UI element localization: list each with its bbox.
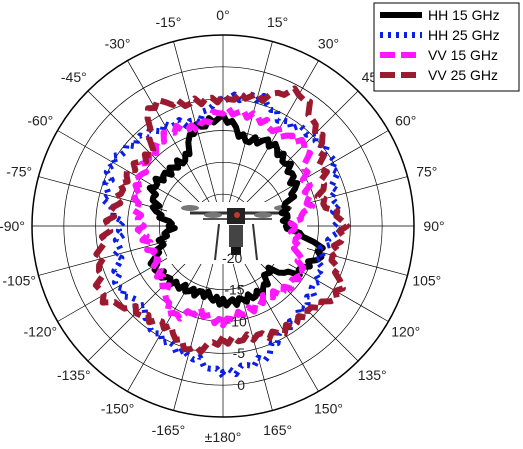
angle-tick-label: 75° <box>416 163 437 179</box>
angle-tick-label: -60° <box>27 113 53 129</box>
series-line-vv-25-ghz <box>92 85 351 355</box>
radial-tick-label: -10 <box>227 313 247 329</box>
angle-tick-label: -45° <box>61 69 87 85</box>
grid-spoke <box>173 41 224 227</box>
grid-spoke <box>222 41 273 227</box>
radial-tick-label: 0 <box>237 377 245 393</box>
angle-tick-label: 90° <box>423 218 444 234</box>
drone-gimbal <box>229 225 243 247</box>
angle-tick-label: -15° <box>155 14 181 30</box>
radial-tick-label: -15 <box>224 282 244 298</box>
angle-tick-label: -120° <box>23 324 57 340</box>
angle-tick-label: 0° <box>216 7 229 23</box>
angle-tick-label: ±180° <box>205 429 242 445</box>
angle-tick-label: -30° <box>105 35 131 51</box>
drone-leg <box>214 223 220 261</box>
drone-rotor <box>254 212 272 218</box>
angle-tick-label: -165° <box>152 422 186 438</box>
angle-tick-label: -150° <box>101 401 135 417</box>
drone-rotor <box>181 205 199 211</box>
legend: HH 15 GHz HH 25 GHz VV 15 GHz VV 25 GHz <box>373 2 520 92</box>
radial-tick-label: -20 <box>222 250 242 266</box>
drone-light <box>234 212 240 218</box>
angle-tick-label: 135° <box>358 367 387 383</box>
series-line-vv-15-ghz <box>130 104 316 329</box>
legend-label: VV 25 GHz <box>428 67 498 83</box>
drone-leg <box>252 223 258 261</box>
angle-tick-label: -135° <box>57 367 91 383</box>
angle-tick-label: 105° <box>412 273 441 289</box>
angle-tick-label: -105° <box>2 273 36 289</box>
legend-label: VV 15 GHz <box>428 47 498 63</box>
angle-tick-label: -90° <box>0 218 25 234</box>
legend-label: HH 25 GHz <box>428 27 500 43</box>
angle-tick-label: 150° <box>314 401 343 417</box>
drone-rotor <box>204 212 222 218</box>
legend-label: HH 15 GHz <box>428 7 500 23</box>
series-layer <box>92 85 351 380</box>
angle-tick-label: 165° <box>263 422 292 438</box>
radial-tick-label: -5 <box>233 345 246 361</box>
angle-tick-label: 60° <box>395 113 416 129</box>
angle-tick-label: -75° <box>6 163 32 179</box>
angle-tick-label: 30° <box>318 35 339 51</box>
angle-tick-label: 15° <box>267 14 288 30</box>
angle-tick-label: 120° <box>391 324 420 340</box>
drone-camera <box>231 247 241 255</box>
grid-spoke <box>127 60 224 227</box>
